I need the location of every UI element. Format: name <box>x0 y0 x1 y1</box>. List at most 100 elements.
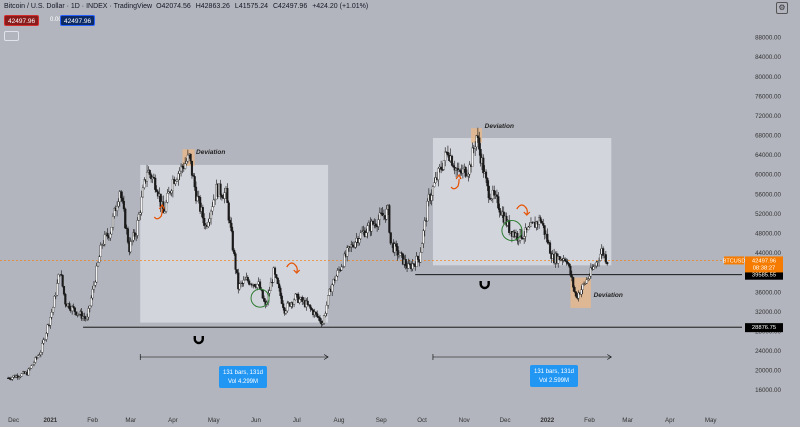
candle <box>269 282 272 291</box>
candle <box>371 221 375 225</box>
y-tick-label: 84000.00 <box>755 54 781 61</box>
candle <box>572 277 575 288</box>
candle <box>165 202 168 212</box>
candle <box>150 174 153 180</box>
candle <box>133 232 136 237</box>
candle <box>320 320 323 325</box>
change-value: +424.20 (+1.01%) <box>312 3 369 10</box>
candle <box>20 373 23 377</box>
support-price-tag-text: 39585.55 <box>752 273 776 279</box>
candle <box>273 267 277 275</box>
candle <box>421 243 424 253</box>
candle <box>8 377 11 379</box>
candle <box>546 233 549 243</box>
candle <box>321 323 324 325</box>
candle <box>378 212 381 220</box>
candle <box>412 263 415 265</box>
candle <box>298 299 301 303</box>
settings-icon[interactable]: ⚙ <box>776 2 788 14</box>
candle <box>185 161 188 164</box>
collapse-legend-button[interactable] <box>4 31 19 41</box>
buy-price-button[interactable]: 42497.96 <box>60 15 96 26</box>
candle <box>465 175 469 177</box>
y-tick-label: 24000.00 <box>755 348 781 355</box>
candle <box>276 277 279 284</box>
candle <box>209 210 213 219</box>
candle <box>322 315 326 324</box>
support-price-tag-text: 28876.75 <box>752 325 776 331</box>
candle <box>139 212 142 215</box>
candle <box>235 269 238 273</box>
candle <box>92 285 95 290</box>
close-value: C42497.96 <box>272 3 308 10</box>
candle <box>569 265 572 276</box>
support-price-tag <box>745 323 783 333</box>
candle <box>113 207 116 217</box>
candle <box>286 302 289 312</box>
candle <box>400 252 403 254</box>
candle <box>241 282 244 284</box>
candle <box>111 215 115 228</box>
candle <box>547 242 550 244</box>
candle <box>77 314 81 316</box>
y-tick-label: 80000.00 <box>755 74 781 81</box>
candle <box>62 286 66 295</box>
candle <box>604 254 607 263</box>
candle <box>593 265 597 267</box>
circle-marker-icon <box>250 288 270 308</box>
candle <box>284 310 287 314</box>
measure-vol-text: Vol 2.599M <box>539 378 569 384</box>
candle <box>56 283 59 296</box>
sell-price-button[interactable]: 42497.96 <box>4 15 40 26</box>
candle <box>234 253 237 270</box>
y-tick-label: 48000.00 <box>755 230 781 237</box>
candle <box>365 232 368 237</box>
candle <box>293 299 296 305</box>
candle <box>61 274 64 287</box>
candle <box>143 179 146 188</box>
candle <box>268 290 271 294</box>
candle <box>230 222 233 232</box>
candle <box>416 256 420 260</box>
x-tick-label: Feb <box>584 417 595 424</box>
candle <box>314 311 317 314</box>
candle <box>393 243 396 253</box>
candle <box>444 151 447 161</box>
candle <box>370 221 373 232</box>
candle <box>50 312 53 318</box>
candle <box>175 179 179 182</box>
candle <box>385 208 388 220</box>
candle <box>423 220 426 231</box>
open-value: O42074.56 <box>156 3 191 10</box>
candle <box>422 230 425 244</box>
candle <box>527 226 530 230</box>
spread-value: 0.00 <box>50 17 62 23</box>
candle <box>148 170 151 175</box>
candle <box>103 234 106 245</box>
candle <box>102 244 105 246</box>
candle <box>208 218 211 223</box>
candle <box>581 284 584 290</box>
candle <box>163 211 166 214</box>
candle <box>212 199 215 207</box>
measure-label-box <box>530 365 578 387</box>
candle <box>45 333 48 340</box>
candle <box>332 279 335 285</box>
symbol-title: Bitcoin / U.S. Dollar · 1D · INDEX · Tra… <box>4 3 153 10</box>
candle <box>340 266 343 271</box>
candle <box>189 153 192 162</box>
candle <box>152 177 155 179</box>
candle <box>99 245 102 257</box>
candle <box>306 300 309 305</box>
candle <box>125 227 128 230</box>
candle <box>426 201 429 222</box>
candle <box>476 135 479 138</box>
candle <box>516 232 519 241</box>
candle <box>354 242 357 248</box>
candle <box>395 243 398 247</box>
candle <box>135 235 138 237</box>
candle <box>440 166 443 170</box>
candle <box>606 262 609 265</box>
